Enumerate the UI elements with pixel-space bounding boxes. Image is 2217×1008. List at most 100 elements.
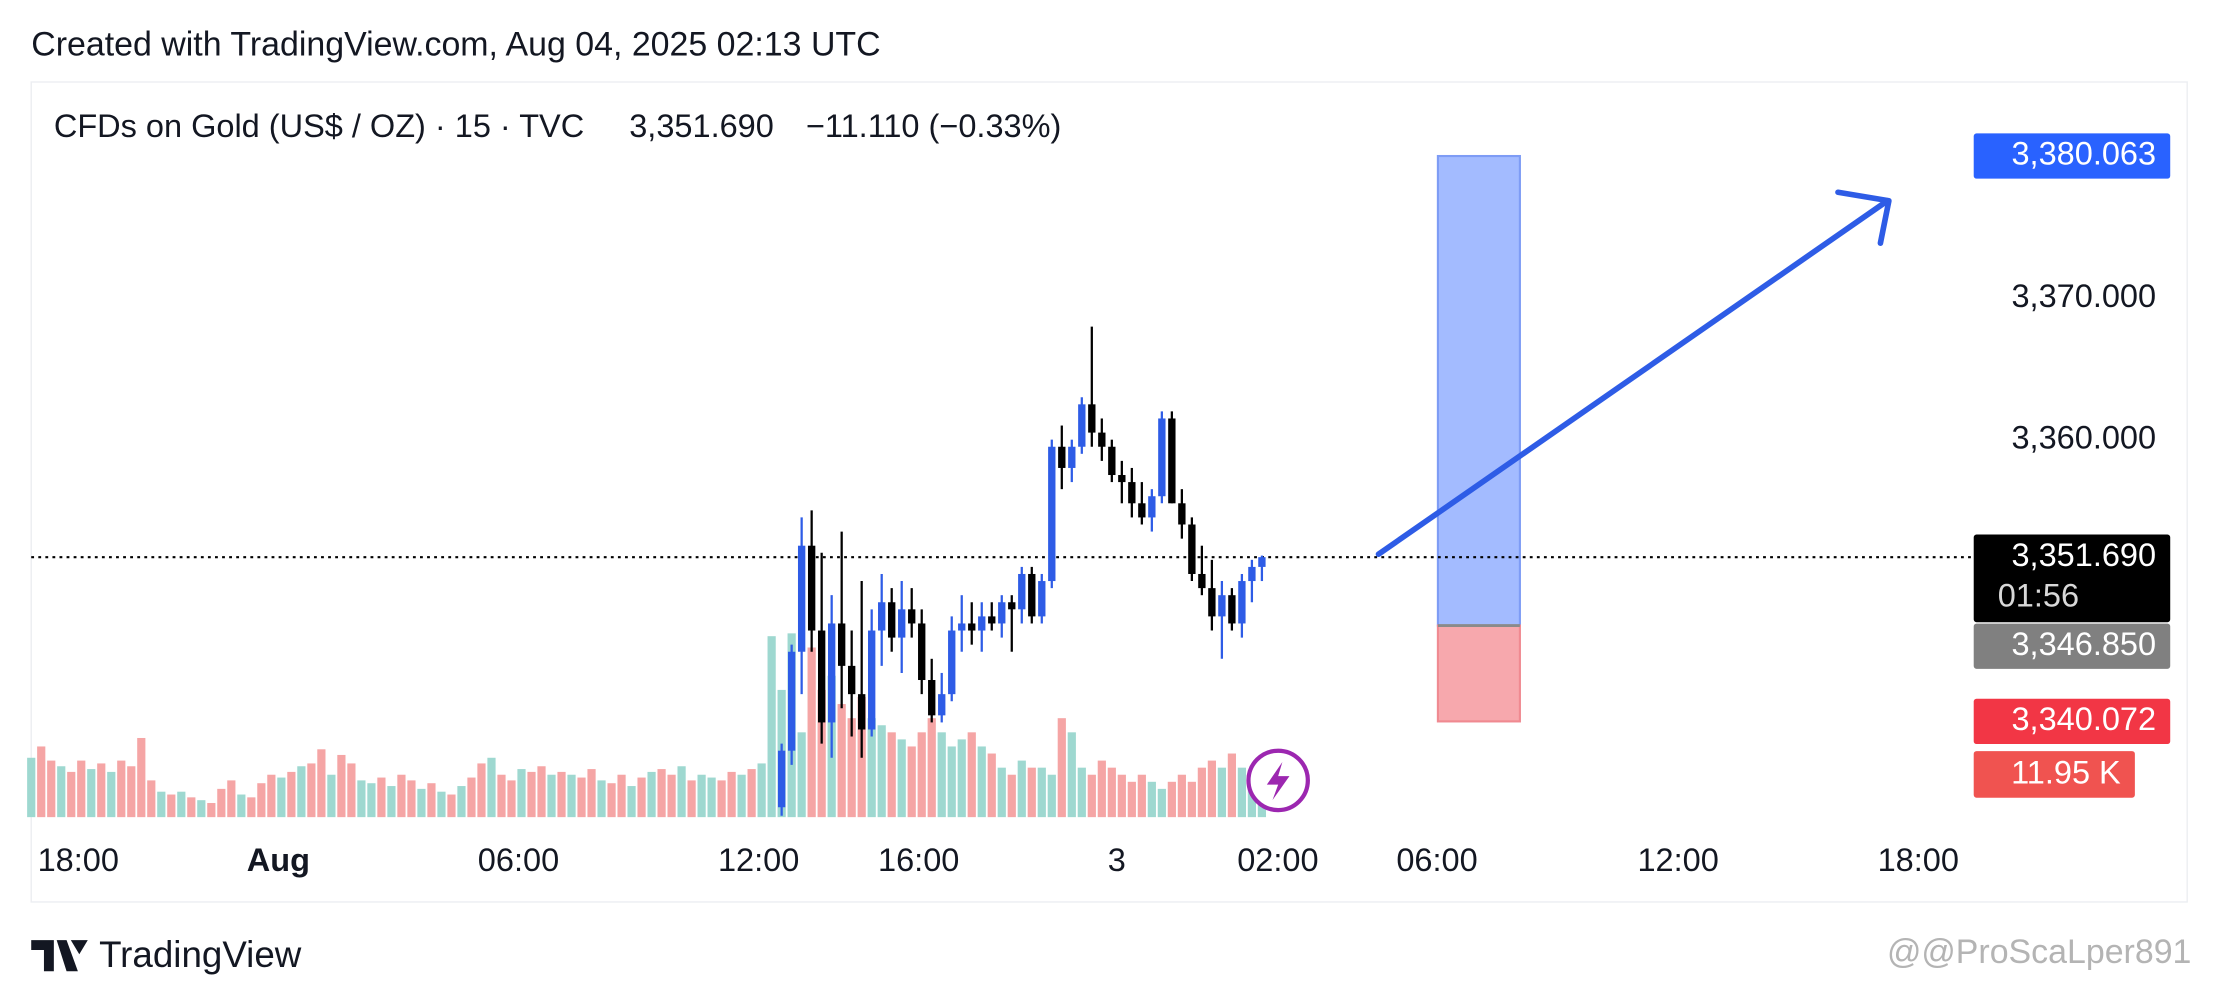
volume-bar <box>47 760 56 818</box>
volume-bar <box>877 725 886 818</box>
volume-bar <box>687 780 696 818</box>
candle-body <box>1138 503 1146 518</box>
candle-body <box>1028 573 1036 617</box>
candle-body <box>1118 475 1126 483</box>
volume-bar <box>367 783 376 818</box>
volume-bar <box>1127 781 1136 818</box>
candle-body <box>878 602 886 631</box>
volume-bar <box>457 786 466 818</box>
y-tick-label: 3,360.000 <box>2011 419 2156 455</box>
volume-bar <box>27 757 36 818</box>
volume-bar <box>677 766 686 818</box>
candle-body <box>1158 418 1166 497</box>
arrow <box>1375 197 1891 558</box>
volume-bar <box>887 732 896 818</box>
candle-body <box>988 616 996 624</box>
volume-bar <box>597 780 606 818</box>
candle-body <box>938 694 946 716</box>
volume-bar <box>1187 781 1196 818</box>
volume-bar <box>1137 774 1146 818</box>
volume-bar <box>87 769 96 818</box>
candle-body <box>918 623 926 681</box>
candle-body <box>1108 446 1116 476</box>
candle-body <box>1078 404 1086 447</box>
volume-bar <box>307 763 316 818</box>
volume-bar <box>727 771 736 818</box>
volume-bar <box>897 739 906 818</box>
candle-body <box>1168 418 1176 504</box>
candle-body <box>1008 602 1016 610</box>
volume-bar <box>257 783 266 818</box>
volume-bar <box>937 732 946 818</box>
volume-bar <box>537 766 546 818</box>
candle-body <box>858 694 866 730</box>
volume-bar <box>1107 767 1116 818</box>
candle-body <box>928 680 936 716</box>
volume-bar <box>177 791 186 818</box>
volume-bar <box>1097 760 1106 818</box>
y-tick-label: 3,370.000 <box>2011 278 2156 314</box>
volume-bar <box>417 788 426 818</box>
volume-bar <box>97 763 106 818</box>
candle-body <box>908 609 916 624</box>
volume-bar <box>957 739 966 818</box>
volume-bar <box>817 689 826 818</box>
volume-label-box <box>1973 751 2135 798</box>
candle-body <box>1048 446 1056 582</box>
candle-body <box>837 623 846 666</box>
legend-change: −11.110 (−0.33%) <box>806 108 1061 144</box>
price-label-box <box>1973 534 2171 623</box>
volume-bar <box>447 794 456 818</box>
volume-bar <box>927 718 936 818</box>
volume-bar <box>237 794 246 818</box>
volume-bar <box>1047 774 1056 818</box>
candle-body <box>1058 446 1066 468</box>
volume-bar <box>627 786 636 818</box>
frame <box>30 81 2188 903</box>
target-zone <box>1436 154 1521 627</box>
volume-bar <box>1227 753 1236 818</box>
volume-bar <box>487 757 496 818</box>
volume-bar <box>1057 718 1066 818</box>
volume-bar <box>567 774 576 818</box>
price-label-box <box>1973 133 2171 179</box>
volume-bar <box>67 771 76 818</box>
candle-body <box>1128 482 1136 504</box>
volume-bar <box>217 788 226 818</box>
volume-bar <box>527 771 536 818</box>
volume-bar <box>277 777 286 818</box>
x-tick-label: 12:00 <box>718 842 799 878</box>
x-tick-label: 18:00 <box>38 842 119 878</box>
volume-label: 11.95 K <box>2011 755 2121 791</box>
legend-title: CFDs on Gold (US$ / OZ) · 15 · TVC <box>54 108 584 144</box>
volume-bar <box>717 780 726 818</box>
volume-bar <box>797 732 806 818</box>
volume-bar <box>477 763 486 818</box>
watermark: @@ProScaLper891 <box>1887 933 2191 971</box>
volume-bar <box>497 774 506 818</box>
volume-bar <box>407 780 416 818</box>
candle-body <box>1148 496 1156 518</box>
candle-body <box>848 665 856 695</box>
volume-bar <box>967 732 976 818</box>
volume-bar <box>747 769 756 818</box>
volume-bar <box>197 800 206 818</box>
candle-body <box>1018 573 1026 610</box>
volume-bar <box>107 771 116 818</box>
volume-bar <box>267 774 276 818</box>
candle-body <box>1198 573 1206 589</box>
volume-bar <box>507 780 516 818</box>
brand-logo <box>31 940 88 972</box>
volume-bar <box>1157 788 1166 818</box>
volume-bar <box>287 771 296 818</box>
x-tick-label: 3 <box>1108 842 1126 878</box>
volume-bar <box>1017 760 1026 818</box>
volume-bar <box>1027 767 1036 818</box>
candle-body <box>978 616 986 631</box>
volume-bar <box>647 771 656 818</box>
volume-bar <box>977 746 986 818</box>
x-tick-label: 06:00 <box>478 842 559 878</box>
price-label-box <box>1973 698 2171 745</box>
